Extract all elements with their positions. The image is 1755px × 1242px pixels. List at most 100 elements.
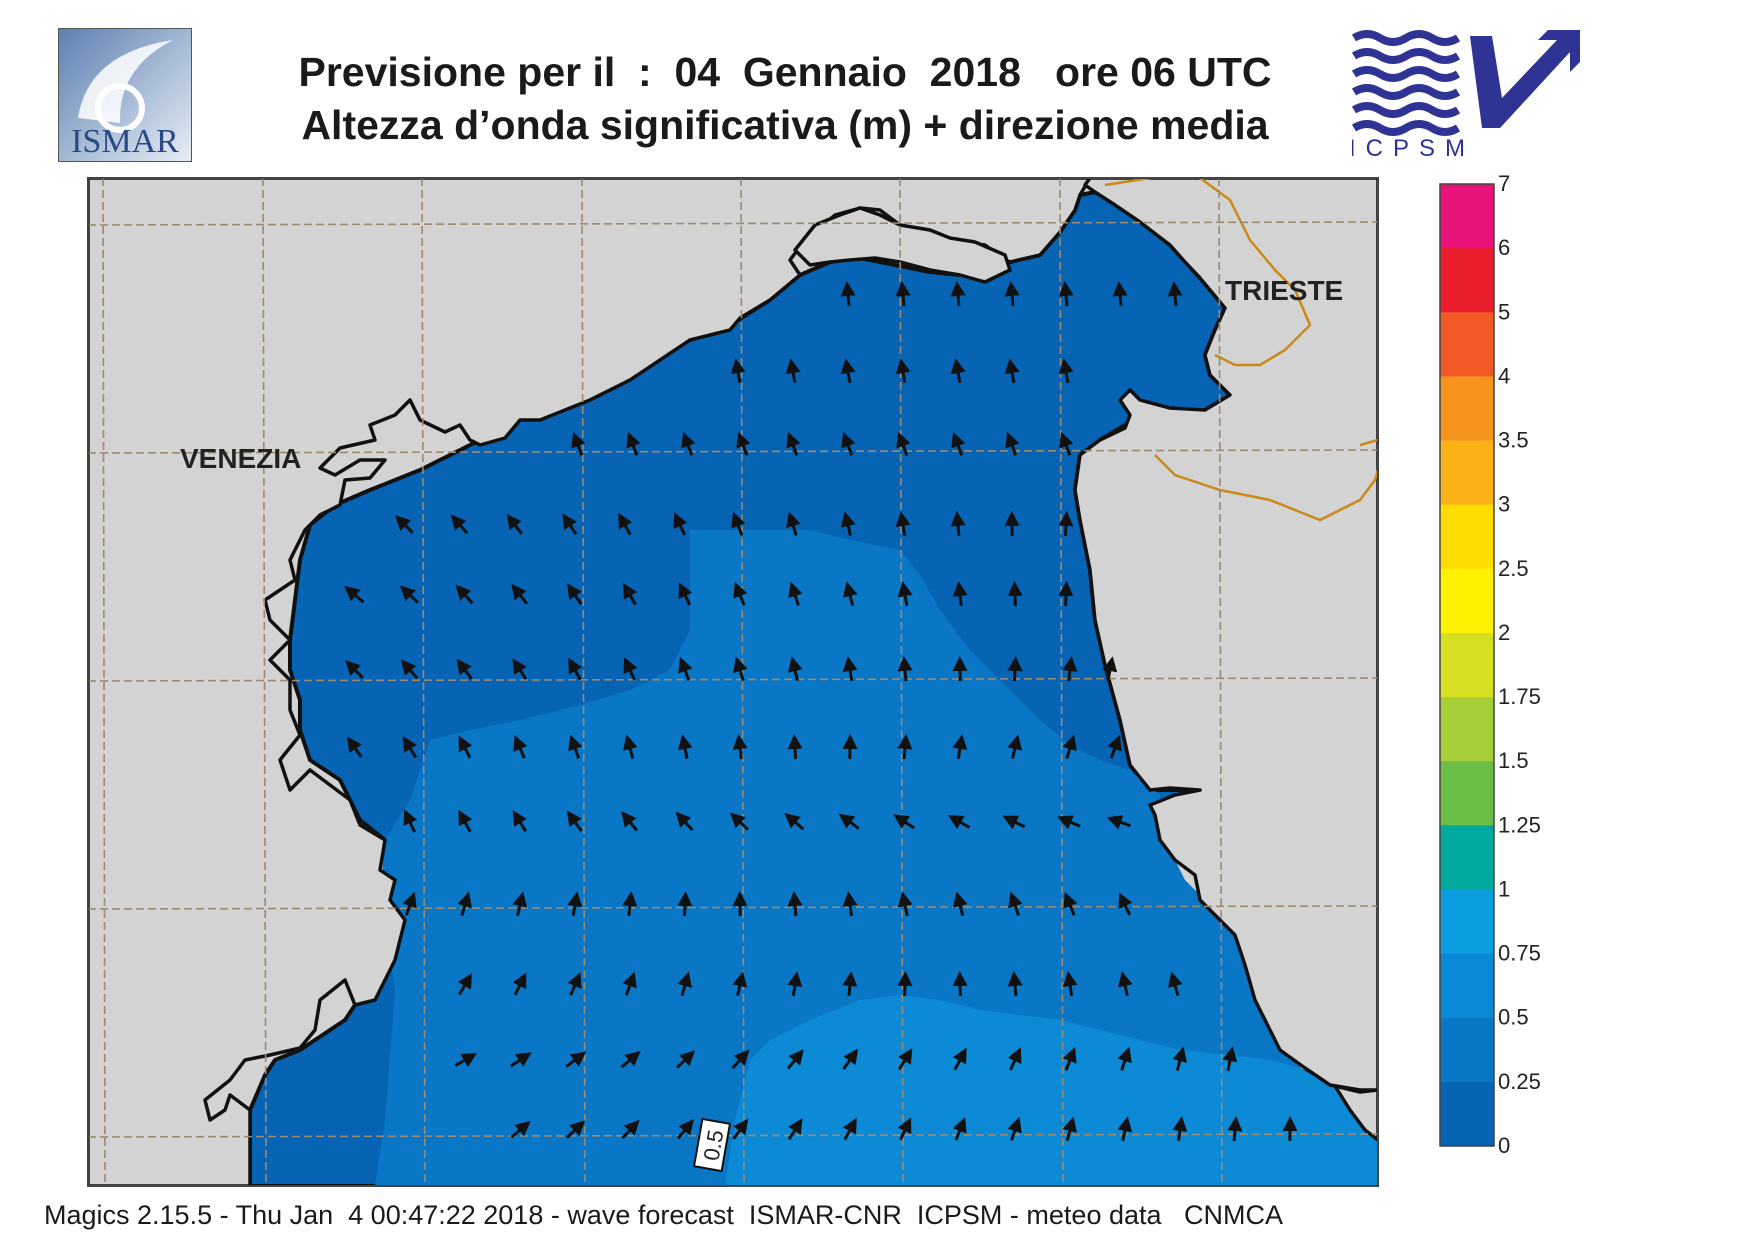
wave-arrow: [673, 512, 688, 536]
wave-arrow: [1007, 971, 1023, 997]
wave-arrow: [1063, 892, 1078, 916]
wave-arrow: [562, 513, 578, 536]
wave-arrow: [952, 581, 968, 607]
wave-arrow: [1058, 581, 1074, 607]
wave-arrow: [733, 582, 748, 606]
wave-arrow: [1002, 815, 1026, 830]
wave-arrow: [950, 358, 966, 384]
wave-arrow: [952, 1047, 967, 1071]
legend-swatch: [1440, 440, 1494, 506]
wave-arrow: [897, 1048, 913, 1071]
wave-arrow: [1172, 1116, 1188, 1142]
wave-arrow: [736, 431, 751, 456]
map-subtitle: Altezza d’onda significativa (m) + direz…: [301, 102, 1269, 148]
legend-swatch: [1440, 953, 1494, 1019]
wave-arrow: [457, 891, 472, 916]
marano-lagoon-land: [793, 206, 1012, 284]
wave-arrow: [1058, 511, 1074, 537]
wave-arrow: [402, 891, 417, 916]
wave-arrow: [730, 358, 746, 384]
wave-arrow: [513, 735, 528, 759]
legend-frame: [1439, 183, 1495, 1147]
wave-arrow: [788, 581, 803, 606]
venezia-label: VENEZIA: [180, 443, 301, 474]
legend-swatch: [1440, 632, 1494, 698]
wave-arrow: [626, 431, 641, 456]
wave-arrow: [952, 1117, 967, 1141]
wave-arrow: [399, 585, 419, 604]
wave-arrow: [841, 431, 856, 456]
legend-swatch: [1440, 568, 1494, 634]
wave-arrow: [506, 513, 523, 535]
wave-arrow: [897, 581, 913, 607]
wave-arrow: [897, 891, 913, 917]
wave-arrow: [787, 971, 803, 997]
legend-tick-label: 3.5: [1498, 428, 1529, 453]
legend-tick-label: 0.75: [1498, 941, 1541, 966]
icpsm-logo-text: ICPSM: [1352, 135, 1475, 162]
wave-arrow: [681, 431, 696, 456]
wave-arrow: [510, 1120, 531, 1139]
wave-arrow: [787, 734, 803, 760]
wave-arrow: [786, 431, 801, 456]
wave-arrow: [952, 734, 968, 760]
legend-swatch: [1440, 697, 1494, 762]
legend-tick-label: 7: [1498, 171, 1510, 196]
wave-arrow: [678, 656, 693, 681]
legend-swatch: [1440, 825, 1494, 890]
contour-label-text: 0.5: [699, 1128, 729, 1162]
wave-arrow: [842, 891, 858, 917]
wave-arrow: [676, 1119, 694, 1140]
trieste-label: TRIESTE: [1225, 275, 1343, 306]
wave-arrow: [345, 660, 364, 679]
wave-arrow: [729, 812, 749, 831]
wave-arrow: [456, 658, 473, 680]
wave-arrow: [1062, 971, 1078, 997]
wave-arrow: [840, 511, 856, 537]
icpsm-logo: ICPSM: [1352, 30, 1580, 162]
wave-arrow: [785, 358, 801, 384]
wave-arrow: [895, 281, 911, 307]
wave-arrow: [1102, 656, 1118, 682]
wave-arrow: [511, 583, 528, 605]
wave-arrow: [1007, 581, 1023, 607]
wave-arrow: [1117, 1046, 1132, 1071]
wave-arrow: [675, 811, 694, 832]
legend-swatch: [1440, 889, 1494, 955]
legend-swatch: [1440, 761, 1494, 826]
wave-arrow: [1167, 281, 1183, 307]
wave-arrow: [620, 1050, 641, 1069]
wave-arrow: [842, 1117, 857, 1141]
wave-arrow: [732, 971, 748, 997]
wave-arrow: [567, 583, 583, 605]
wave-arrow: [512, 972, 527, 996]
wave-arrow: [1106, 815, 1131, 830]
wave-arrow: [895, 358, 911, 384]
wave-arrow: [621, 1119, 640, 1140]
legend-tick-label: 1: [1498, 876, 1510, 901]
legend-tick-label: 1.5: [1498, 748, 1529, 773]
wave-arrow: [677, 971, 692, 997]
istria-land: [1073, 178, 1378, 1092]
wave-arrow: [1062, 734, 1077, 759]
wave-arrow: [622, 582, 638, 606]
map-frame: [87, 177, 1379, 1187]
wave-arrow: [897, 971, 913, 997]
wave-arrow: [622, 971, 637, 996]
wave-arrow: [842, 1048, 859, 1070]
legend-tick-label: 4: [1498, 363, 1510, 388]
wave-arrow: [1058, 281, 1074, 307]
wave-arrow: [457, 972, 473, 996]
wave-arrow: [571, 431, 586, 456]
contour-label: 0.5: [692, 1117, 732, 1173]
wave-arrow: [1007, 656, 1023, 682]
legend-swatch: [1440, 312, 1494, 377]
legend-tick-label: 2: [1498, 620, 1510, 645]
wave-arrow: [897, 656, 913, 682]
wave-arrow: [512, 810, 528, 833]
wave-arrow: [1007, 1047, 1022, 1071]
wave-arrow: [454, 1052, 478, 1068]
wave-arrow: [732, 1118, 749, 1140]
wave-arrow: [400, 659, 419, 680]
